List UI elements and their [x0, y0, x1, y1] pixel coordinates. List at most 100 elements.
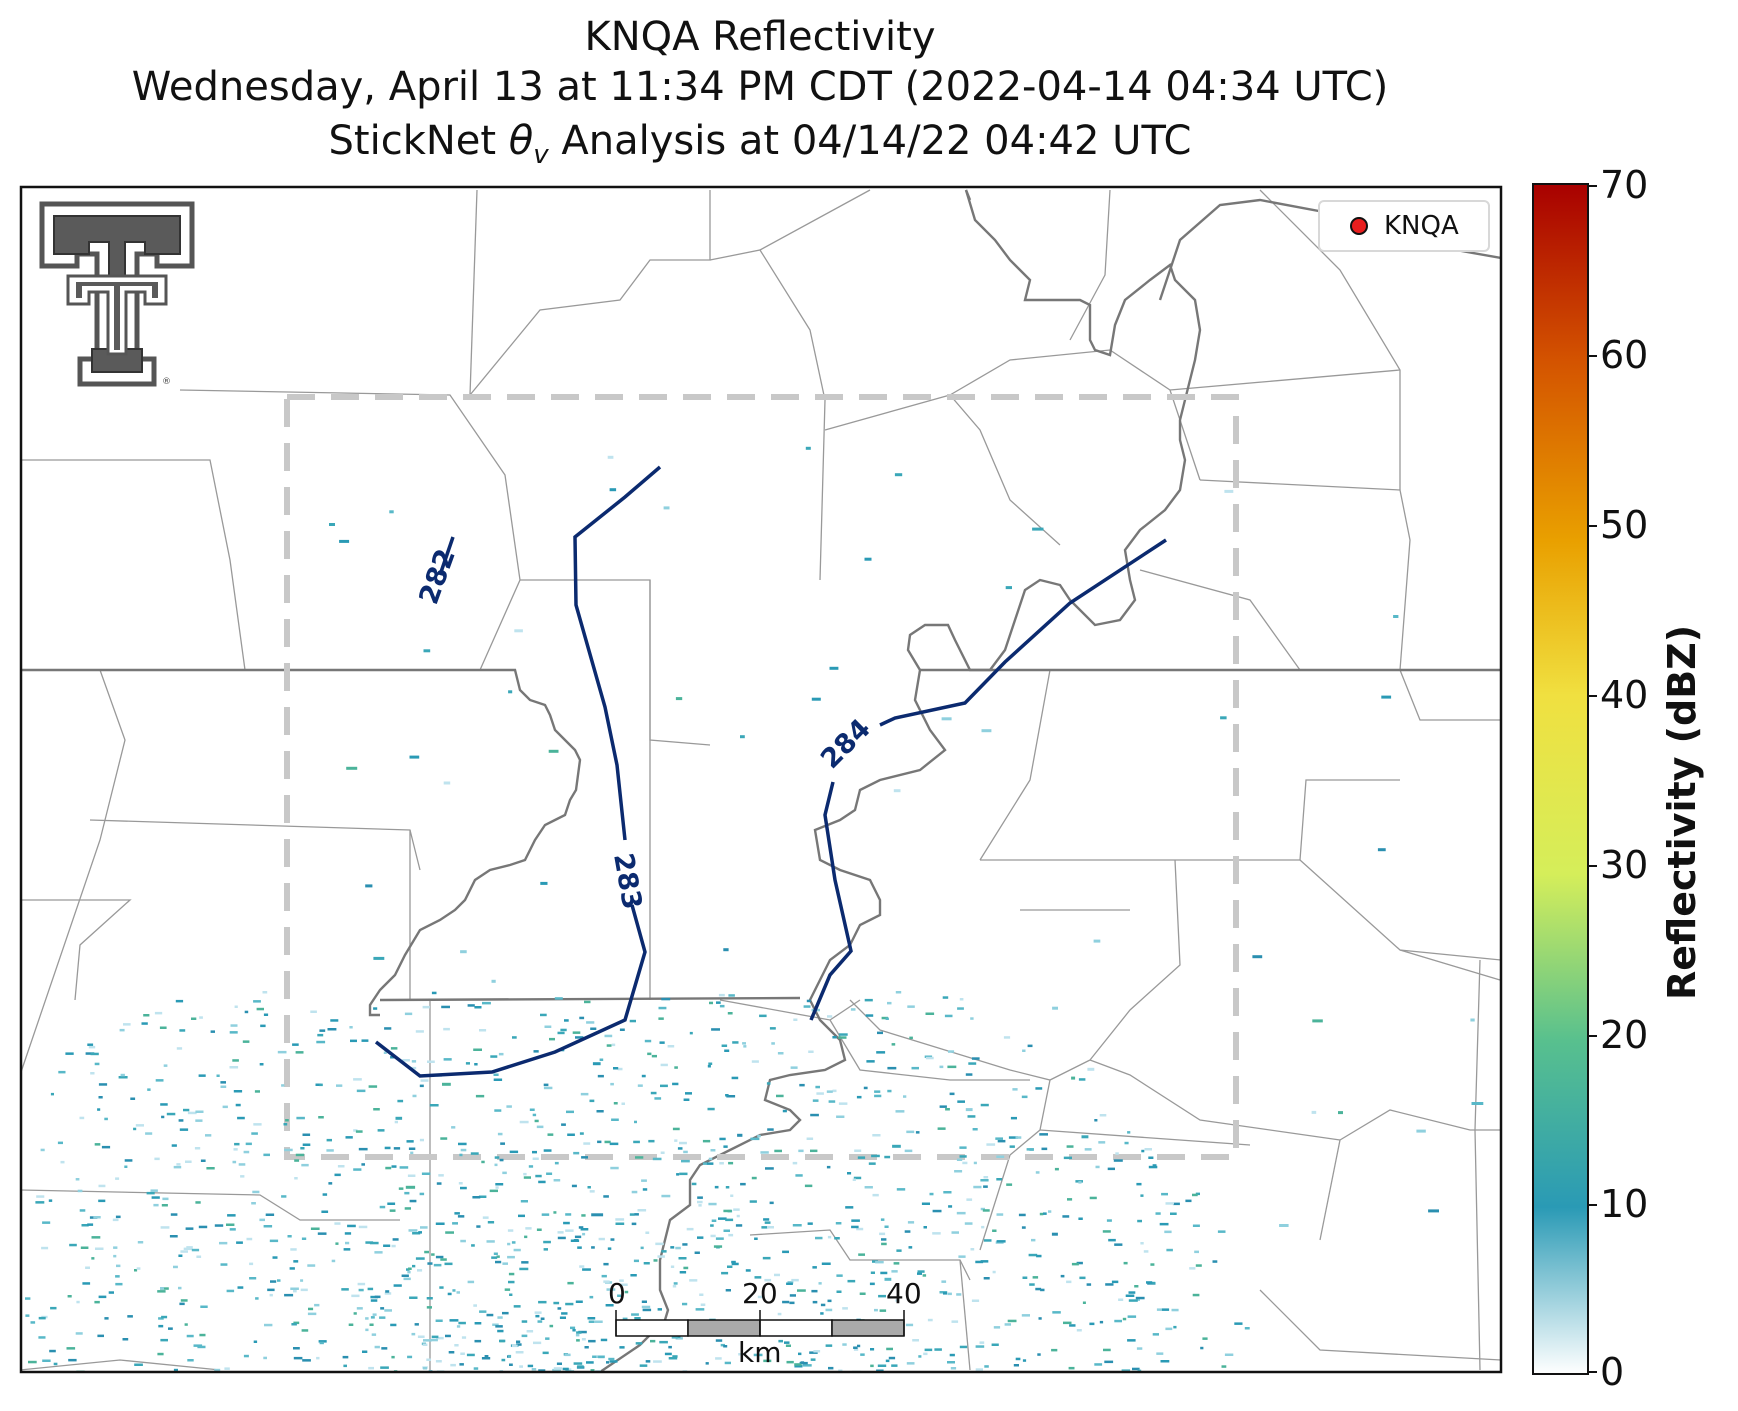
- radar-echo: [1021, 1095, 1028, 1099]
- radar-echo: [50, 1306, 57, 1310]
- radar-echo: [513, 1305, 521, 1308]
- radar-echo: [941, 1280, 947, 1283]
- radar-echo: [668, 1345, 672, 1349]
- radar-echo: [353, 1129, 358, 1132]
- radar-echo: [1009, 1145, 1015, 1148]
- radar-echo: [965, 1108, 973, 1112]
- radar-echo: [720, 1343, 725, 1347]
- radar-echo: [240, 1396, 245, 1399]
- radar-echo: [586, 1361, 594, 1364]
- radar-echo: [146, 1191, 155, 1195]
- radar-echo: [565, 1396, 572, 1399]
- radar-echo: [418, 1396, 422, 1399]
- radar-echo: [246, 1237, 253, 1241]
- radar-echo: [762, 1256, 771, 1260]
- radar-echo: [836, 1290, 842, 1293]
- radar-echo: [412, 1264, 416, 1268]
- radar-echo: [410, 1066, 417, 1070]
- radar-echo: [384, 1292, 392, 1295]
- radar-echo: [474, 1006, 482, 1009]
- radar-echo: [859, 1292, 866, 1295]
- radar-echo: [836, 1115, 845, 1118]
- radar-echo: [983, 1277, 990, 1280]
- radar-echo: [1160, 1360, 1170, 1363]
- radar-echo: [557, 1231, 564, 1234]
- radar-echo: [1471, 1102, 1484, 1105]
- radar-echo: [959, 1345, 968, 1349]
- radar-echo: [419, 1138, 424, 1142]
- radar-echo: [514, 629, 523, 633]
- radar-echo: [356, 1089, 366, 1093]
- radar-echo: [390, 1047, 398, 1050]
- scale-bar: [615, 1310, 905, 1337]
- radar-echo: [256, 1007, 264, 1011]
- radar-echo: [42, 1359, 51, 1362]
- radar-echo: [222, 1105, 228, 1109]
- radar-echo: [179, 1029, 186, 1032]
- radar-echo: [644, 1039, 652, 1043]
- radar-echo: [812, 1266, 817, 1269]
- radar-echo: [88, 1045, 96, 1049]
- radar-echo: [1062, 1215, 1070, 1218]
- radar-echo: [368, 1085, 378, 1088]
- radar-echo: [505, 1386, 509, 1389]
- radar-echo: [516, 1343, 522, 1346]
- radar-echo: [664, 1352, 672, 1356]
- radar-echo: [311, 1376, 315, 1379]
- radar-echo: [490, 1055, 498, 1058]
- radar-echo: [864, 998, 873, 1002]
- radar-echo: [301, 1329, 309, 1332]
- radar-echo: [543, 1248, 548, 1251]
- radar-echo: [719, 1162, 724, 1165]
- radar-echo: [563, 1393, 567, 1396]
- radar-echo: [515, 1351, 524, 1354]
- radar-echo: [267, 1288, 275, 1292]
- radar-echo: [757, 1399, 762, 1402]
- radar-echo: [599, 1377, 606, 1380]
- colorbar-tick-10: 10: [1600, 1182, 1649, 1226]
- radar-echo: [1068, 1366, 1075, 1370]
- analysis-domain-box: [284, 394, 1239, 1160]
- radar-echo: [289, 1267, 295, 1270]
- radar-echo: [353, 1168, 362, 1171]
- radar-echo: [1103, 1348, 1111, 1352]
- radar-echo: [426, 1306, 432, 1309]
- radar-echo: [676, 1389, 682, 1392]
- radar-echo: [569, 1400, 574, 1403]
- radar-echo: [681, 1159, 690, 1163]
- radar-echo: [786, 1360, 794, 1364]
- radar-echo: [728, 1233, 734, 1237]
- radar-echo: [753, 1353, 763, 1357]
- radar-echo: [235, 1103, 241, 1107]
- radar-echo: [481, 1357, 491, 1360]
- radar-echo: [384, 1309, 392, 1312]
- radar-echo: [393, 1147, 401, 1150]
- radar-echo: [532, 1157, 539, 1160]
- radar-echo: [592, 1380, 596, 1383]
- radar-echo: [967, 1115, 976, 1118]
- radar-echo: [307, 1377, 310, 1380]
- radar-echo: [874, 1090, 881, 1093]
- radar-echo: [495, 1183, 504, 1186]
- radar-echo: [75, 1178, 80, 1181]
- radar-echo: [184, 1323, 188, 1326]
- radar-echo: [1166, 1248, 1173, 1252]
- radar-echo: [715, 1237, 724, 1240]
- radar-echo: [765, 1394, 771, 1397]
- radar-echo: [763, 1218, 770, 1221]
- radar-echo: [609, 1142, 619, 1146]
- radar-echo: [634, 1213, 639, 1216]
- contour-283-line: [573, 465, 662, 841]
- radar-echo: [287, 1235, 292, 1238]
- radar-echo: [421, 1378, 426, 1381]
- radar-echo: [365, 1241, 374, 1244]
- radar-echo: [537, 1320, 543, 1323]
- radar-echo: [104, 1373, 110, 1376]
- radar-echo: [334, 1173, 341, 1177]
- radar-echo: [980, 1103, 989, 1107]
- radar-echo: [41, 1246, 49, 1250]
- radar-echo: [444, 1377, 452, 1380]
- radar-echo: [302, 1143, 311, 1146]
- radar-echo: [30, 1321, 36, 1324]
- radar-echo: [562, 1395, 568, 1398]
